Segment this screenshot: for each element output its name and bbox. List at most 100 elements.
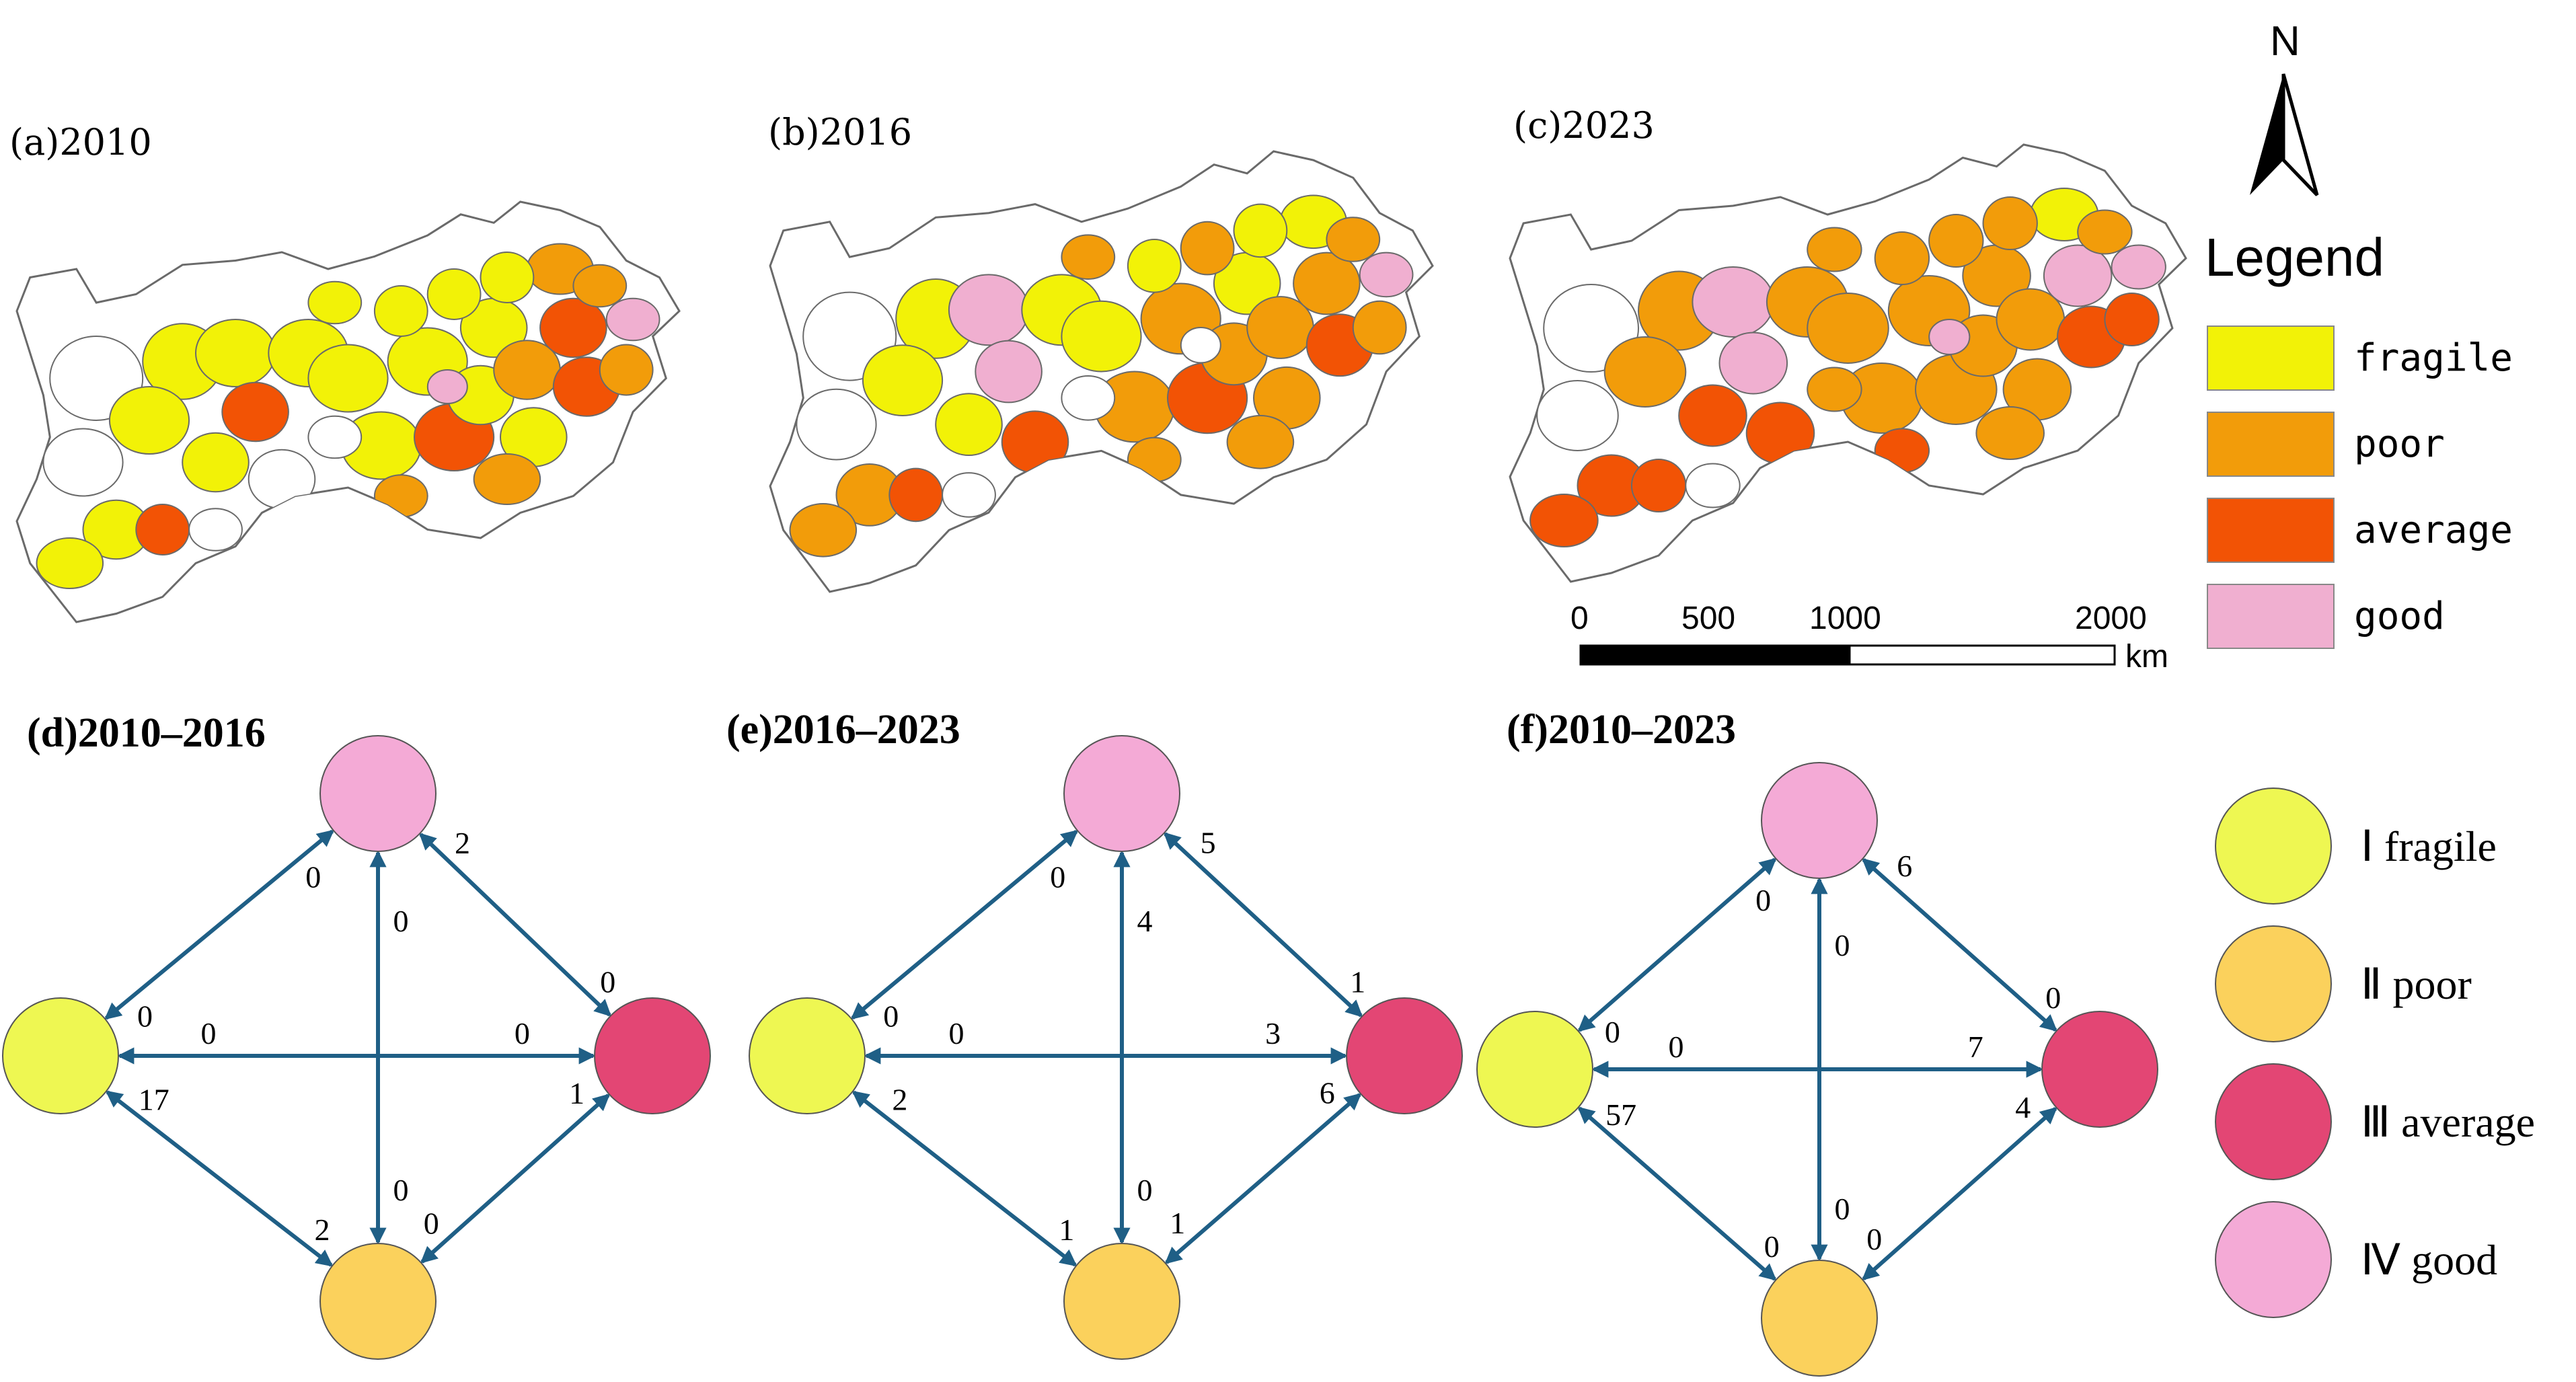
node-legend-circle-fragile [2215, 788, 2332, 905]
choropleth-map-2 [769, 150, 1434, 593]
edge-value-average_to_good: 0 [600, 965, 615, 999]
edge-good-average [1163, 832, 1363, 1018]
edge-value-good_to_average: 6 [1897, 849, 1912, 883]
map-region [36, 537, 104, 589]
map-label-2016: (b)2016 [768, 111, 912, 153]
node-fragile [1476, 1011, 1593, 1128]
map-region [1061, 234, 1116, 280]
node-good [1761, 762, 1878, 879]
scale-unit: km [2125, 639, 2168, 675]
map-region [599, 344, 654, 396]
map-region [1874, 231, 1930, 285]
map-region [888, 467, 944, 523]
map-region [108, 386, 190, 455]
map-region [373, 285, 428, 337]
map-region [862, 344, 944, 416]
map-region [1807, 293, 1889, 364]
edge-poor-average [1861, 1106, 2058, 1281]
node-average [2041, 1011, 2158, 1128]
map-region [1180, 327, 1221, 364]
map-region [942, 472, 996, 518]
map-region [1293, 252, 1361, 315]
edge-value-average_to_fragile: 0 [515, 1016, 530, 1050]
map-region [1359, 252, 1414, 298]
map-region [1061, 300, 1142, 373]
edge-value-average_to_good: 1 [1350, 964, 1365, 999]
node-poor [1761, 1260, 1878, 1377]
edge-value-good_to_fragile: 0 [1050, 860, 1065, 894]
edge-value-poor_to_good: 0 [1835, 1192, 1850, 1226]
edge-value-poor_to_fragile: 2 [315, 1213, 330, 1247]
edge-value-fragile_to_poor: 2 [892, 1082, 907, 1116]
map-region [248, 449, 316, 510]
edge-value-average_to_fragile: 7 [1968, 1030, 1983, 1064]
node-legend-circle-average [2215, 1063, 2332, 1180]
map-region [2111, 244, 2166, 290]
edge-value-average_to_good: 0 [2045, 981, 2061, 1015]
edge-value-poor_to_average: 0 [1866, 1222, 1882, 1256]
map-region [789, 503, 858, 558]
map-region [1718, 332, 1788, 395]
map-region [307, 280, 363, 325]
scale-tick-1000: 1000 [1809, 601, 1881, 636]
north-letter: N [2270, 18, 2300, 65]
edge-value-poor_to_average: 0 [424, 1206, 439, 1240]
edge-value-poor_to_fragile: 1 [1059, 1213, 1074, 1247]
legend-items: fragile poor average good [2207, 325, 2513, 649]
edge-value-average_to_poor: 6 [1320, 1076, 1335, 1110]
node-legend: Ⅰ fragile Ⅱ poor Ⅲ average Ⅳ good [2215, 788, 2535, 1318]
map-label-2010: (a)2010 [9, 121, 152, 163]
transition-network-2: 0 0 5 1 4 0 0 3 2 1 1 6 [749, 735, 1463, 1360]
map-region [1975, 406, 2045, 460]
map-region [948, 274, 1030, 346]
map-region [1127, 239, 1182, 293]
legend-label-poor: poor [2354, 422, 2445, 466]
map-region [1529, 494, 1599, 547]
choropleth-map-1 [15, 200, 681, 623]
map-region [1180, 221, 1235, 276]
node-fragile [749, 997, 866, 1114]
node-legend-circle-good [2215, 1201, 2332, 1318]
node-legend-circle-poor [2215, 925, 2332, 1042]
edge-value-poor_to_good: 0 [1137, 1173, 1153, 1207]
map-region [480, 252, 535, 303]
map-region [1603, 336, 1687, 408]
map-region [188, 508, 243, 551]
scale-bar: 0 500 1000 2000 km [1570, 601, 2168, 675]
north-arrow: N [2250, 18, 2319, 196]
map-region [935, 393, 1003, 456]
map-region [307, 415, 363, 459]
map-region [1061, 375, 1116, 421]
node-average [594, 997, 711, 1114]
map-region [1928, 214, 1984, 268]
node-good [1063, 735, 1180, 852]
map-region [1982, 196, 2038, 250]
edge-good-average [418, 833, 612, 1017]
network-label-2010-2023: (f)2010–2023 [1507, 707, 1736, 753]
edge-value-good_to_fragile: 0 [305, 860, 321, 894]
map-region [1233, 203, 1288, 258]
map-region [1807, 367, 1862, 412]
scale-tick-2000: 2000 [2075, 601, 2147, 636]
edge-value-good_to_poor: 0 [1835, 928, 1850, 962]
node-average [1346, 997, 1463, 1114]
map-region [1807, 227, 1862, 272]
north-arrow-left-icon [2250, 74, 2283, 195]
node-poor [1063, 1243, 1180, 1360]
map-region [572, 264, 628, 308]
map-region [2077, 209, 2133, 255]
legend-swatch-fragile [2207, 325, 2335, 391]
node-poor [319, 1243, 437, 1360]
scale-tick-0: 0 [1570, 601, 1589, 636]
edge-value-poor_to_average: 1 [1170, 1206, 1185, 1240]
edge-fragile-poor [105, 1090, 334, 1267]
legend-title: Legend [2205, 227, 2384, 287]
edge-fragile-poor [1577, 1106, 1777, 1281]
map-region [1630, 459, 1687, 512]
network-label-2010-2016: (d)2010–2016 [27, 710, 266, 756]
map-region [796, 388, 877, 461]
